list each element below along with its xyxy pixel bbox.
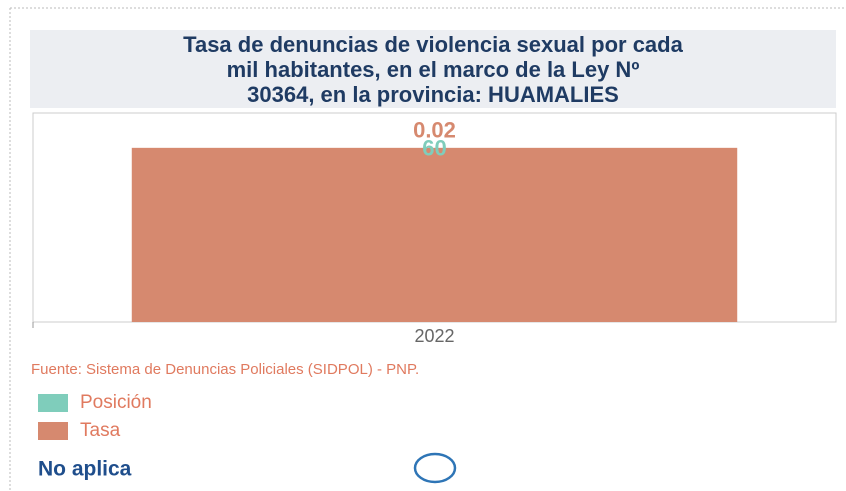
legend-label: Tasa — [80, 420, 121, 441]
legend-swatch — [38, 394, 68, 412]
legend-label: Posición — [80, 392, 152, 413]
data-label: 0.02 — [413, 118, 456, 143]
x-tick-label: 2022 — [414, 326, 454, 346]
status-label: No aplica — [38, 458, 132, 481]
title-line: mil habitantes, en el marco de la Ley Nº — [227, 57, 640, 82]
title-box — [30, 30, 836, 108]
chart-title: Tasa de denuncias de violencia sexual po… — [183, 32, 683, 107]
data-label: 60 — [422, 136, 446, 161]
status-indicator — [413, 452, 457, 484]
legend-swatch — [38, 422, 68, 440]
bar — [131, 147, 738, 322]
source-note: Fuente: Sistema de Denuncias Policiales … — [31, 361, 419, 378]
title-line: Tasa de denuncias de violencia sexual po… — [183, 32, 683, 57]
title-line: 30364, en la provincia: HUAMALIES — [247, 82, 619, 107]
